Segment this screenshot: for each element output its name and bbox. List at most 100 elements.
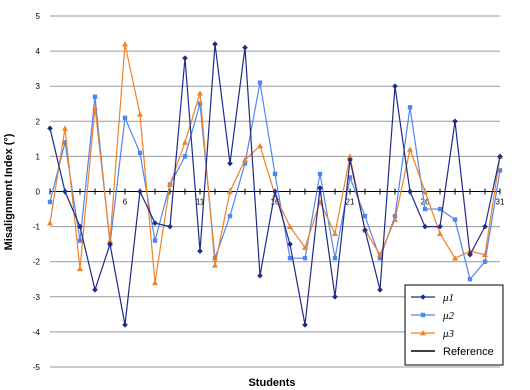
data-point bbox=[227, 213, 233, 219]
y-tick-labels: 5 4 3 2 1 0 -1 -2 -3 -4 -5 bbox=[33, 12, 41, 372]
data-point bbox=[47, 125, 53, 132]
y-tick-label: -3 bbox=[33, 293, 41, 302]
data-point bbox=[347, 175, 353, 180]
data-point bbox=[272, 188, 278, 195]
y-tick-label: 5 bbox=[36, 12, 41, 21]
data-point bbox=[302, 244, 308, 251]
data-point bbox=[92, 104, 98, 110]
data-point bbox=[287, 241, 293, 247]
data-point bbox=[92, 286, 98, 293]
data-point bbox=[482, 259, 488, 264]
data-point bbox=[362, 213, 368, 219]
y-tick-label: 0 bbox=[36, 188, 41, 197]
x-tick-labels: 6 11 16 21 26 31 bbox=[123, 198, 505, 207]
data-point bbox=[452, 217, 458, 222]
data-point bbox=[437, 230, 443, 237]
data-point bbox=[482, 223, 488, 230]
data-point bbox=[77, 223, 83, 230]
data-point bbox=[107, 237, 113, 244]
data-point bbox=[452, 118, 458, 125]
legend-marker bbox=[420, 330, 426, 336]
data-point bbox=[227, 160, 233, 167]
data-point bbox=[47, 220, 53, 226]
x-tick-label: 16 bbox=[271, 198, 280, 207]
data-series bbox=[47, 41, 503, 328]
data-point bbox=[212, 41, 218, 47]
data-point bbox=[197, 101, 203, 106]
data-point bbox=[317, 171, 323, 177]
legend-label: μ2 bbox=[442, 310, 455, 322]
data-point bbox=[182, 154, 188, 159]
data-point bbox=[287, 223, 293, 229]
data-point bbox=[362, 227, 368, 233]
data-point bbox=[302, 255, 308, 261]
x-tick-label: 26 bbox=[421, 198, 430, 207]
data-point bbox=[257, 80, 263, 85]
data-point bbox=[422, 223, 428, 230]
data-point bbox=[167, 223, 173, 230]
data-point bbox=[422, 206, 428, 212]
data-point bbox=[407, 105, 413, 110]
data-point bbox=[257, 142, 263, 149]
data-point bbox=[257, 272, 263, 279]
data-point bbox=[272, 171, 278, 177]
data-point bbox=[437, 206, 443, 212]
legend-marker bbox=[420, 312, 426, 318]
data-point bbox=[287, 255, 293, 261]
data-point bbox=[392, 213, 398, 219]
data-point bbox=[242, 156, 248, 163]
x-tick-label: 31 bbox=[496, 198, 505, 207]
data-point bbox=[407, 188, 413, 195]
x-tick-label: 6 bbox=[123, 198, 128, 207]
data-point bbox=[62, 125, 68, 131]
y-tick-label: 1 bbox=[36, 152, 41, 161]
legend-label: Reference bbox=[443, 346, 494, 358]
data-point bbox=[242, 161, 248, 166]
legend-marker bbox=[420, 294, 426, 300]
legend-label: μ1 bbox=[442, 292, 454, 304]
y-tick-label: 3 bbox=[36, 82, 41, 91]
data-point bbox=[332, 255, 338, 261]
data-point bbox=[122, 115, 128, 120]
data-point bbox=[62, 188, 68, 195]
data-point bbox=[62, 140, 68, 145]
data-point bbox=[197, 90, 203, 96]
data-point bbox=[77, 238, 83, 243]
data-point bbox=[152, 238, 158, 243]
data-point bbox=[377, 286, 383, 293]
data-point bbox=[107, 241, 113, 247]
data-point bbox=[137, 111, 143, 117]
data-point bbox=[422, 188, 428, 194]
data-point bbox=[497, 168, 503, 173]
legend-label: μ3 bbox=[442, 328, 455, 340]
data-point bbox=[227, 188, 233, 194]
series-line bbox=[49, 82, 501, 281]
y-tick-label: -1 bbox=[33, 223, 41, 232]
data-point bbox=[317, 185, 323, 191]
x-tick-label: 11 bbox=[196, 198, 205, 207]
data-point bbox=[242, 44, 248, 51]
data-point bbox=[392, 216, 398, 222]
data-point bbox=[167, 181, 173, 187]
data-point bbox=[152, 220, 158, 226]
data-point bbox=[122, 322, 128, 328]
data-point bbox=[377, 255, 383, 261]
data-point bbox=[377, 251, 383, 258]
data-point bbox=[182, 139, 188, 145]
y-tick-label: -5 bbox=[33, 363, 41, 372]
series-1 bbox=[47, 41, 503, 328]
series-3 bbox=[47, 41, 503, 286]
x-tick-label: 21 bbox=[346, 198, 355, 207]
data-point bbox=[332, 230, 338, 237]
data-point bbox=[92, 94, 98, 99]
legend: μ1 μ2 μ3 Reference bbox=[404, 284, 504, 366]
series-line bbox=[49, 43, 501, 283]
y-axis-label: Misalignment Index (°) bbox=[3, 133, 15, 250]
data-point bbox=[77, 265, 83, 272]
data-point bbox=[137, 188, 143, 195]
data-point bbox=[482, 251, 488, 258]
data-point bbox=[392, 83, 398, 89]
y-tick-label: 2 bbox=[36, 117, 41, 126]
data-point bbox=[47, 199, 53, 205]
